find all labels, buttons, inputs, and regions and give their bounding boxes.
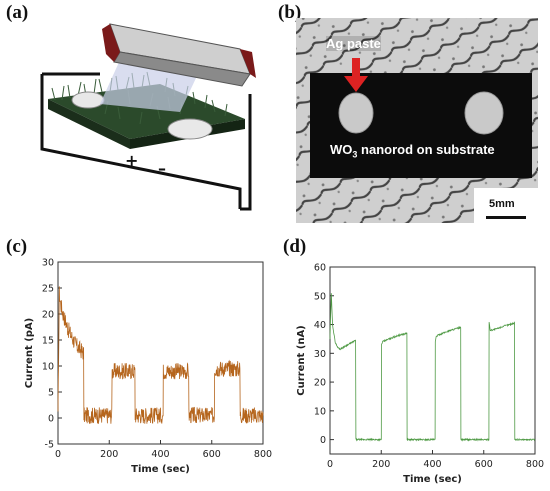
substrate-label-main: WO <box>330 142 353 157</box>
substrate-label-subscript: 3 <box>352 149 358 160</box>
x-tick-label: 800 <box>254 449 272 460</box>
x-axis-label: Time (sec) <box>403 474 462 485</box>
substrate-label-rest: nanorod on substrate <box>357 142 495 157</box>
series-line <box>57 286 264 425</box>
y-tick-label: 20 <box>42 310 54 321</box>
panel-label-b: (b) <box>278 2 302 23</box>
panel-label-a: (a) <box>6 2 29 23</box>
y-tick-label: 15 <box>42 336 54 347</box>
y-axis-label: Current (nA) <box>296 325 307 395</box>
x-tick-label: 600 <box>203 449 221 460</box>
x-axis-label: Time (sec) <box>131 464 190 475</box>
y-axis-label: Current (pA) <box>24 318 35 389</box>
x-tick-label: 0 <box>55 449 61 460</box>
red-arrow-shaft <box>352 58 360 78</box>
y-tick-label: 30 <box>314 349 326 360</box>
x-tick-label: 600 <box>475 459 493 470</box>
minus-sign-icon: – <box>158 159 166 178</box>
x-tick-label: 200 <box>100 449 118 460</box>
ag-paste-left <box>338 92 374 134</box>
lamp-icon <box>102 23 256 87</box>
y-tick-label: 0 <box>320 435 326 446</box>
x-tick-label: 400 <box>423 459 441 470</box>
y-tick-label: 50 <box>314 291 326 302</box>
substrate-side-left <box>48 99 130 149</box>
circuit-wire-left <box>40 74 242 209</box>
chart-d: 0 200 400 600 800 0 10 20 30 40 50 60 Time (sec) Curr… <box>296 263 544 486</box>
electrode-right <box>167 118 213 140</box>
ag-paste-right <box>464 91 504 135</box>
y-tick-label: 0 <box>48 414 54 425</box>
x-tick-label: 800 <box>526 459 544 470</box>
sample-photo-graphic <box>296 18 538 223</box>
y-tick-label: 20 <box>314 378 326 389</box>
y-tick-label: -5 <box>45 440 54 451</box>
y-tick-label: 60 <box>314 263 326 274</box>
y-tick-label: 10 <box>314 406 326 417</box>
scalebar-line <box>486 216 526 219</box>
y-tick-label: 30 <box>42 258 54 269</box>
substrate-label: WO3 nanorod on substrate <box>330 142 495 160</box>
electrode-left <box>71 91 105 109</box>
red-arrow-icon <box>344 76 368 92</box>
ag-paste-label: Ag paste <box>326 36 381 51</box>
panel-label-c: (c) <box>6 236 28 257</box>
circuit-wire-right <box>240 94 252 211</box>
panel-label-d: (d) <box>283 236 307 257</box>
device-schematic-illustration: + – <box>40 23 256 211</box>
y-tick-label: 10 <box>42 362 54 373</box>
x-tick-label: 0 <box>327 459 333 470</box>
y-tick-label: 25 <box>42 284 54 295</box>
x-tick-label: 200 <box>372 459 390 470</box>
x-tick-label: 400 <box>151 449 169 460</box>
series-line <box>329 293 536 442</box>
plot-frame <box>329 266 536 455</box>
y-tick-label: 40 <box>314 320 326 331</box>
y-tick-label: 5 <box>48 388 54 399</box>
sample-photo: Ag paste WO3 nanorod on substrate 5mm <box>296 18 538 223</box>
scalebar-label: 5mm <box>489 198 515 210</box>
plus-sign-icon: + <box>125 151 138 170</box>
